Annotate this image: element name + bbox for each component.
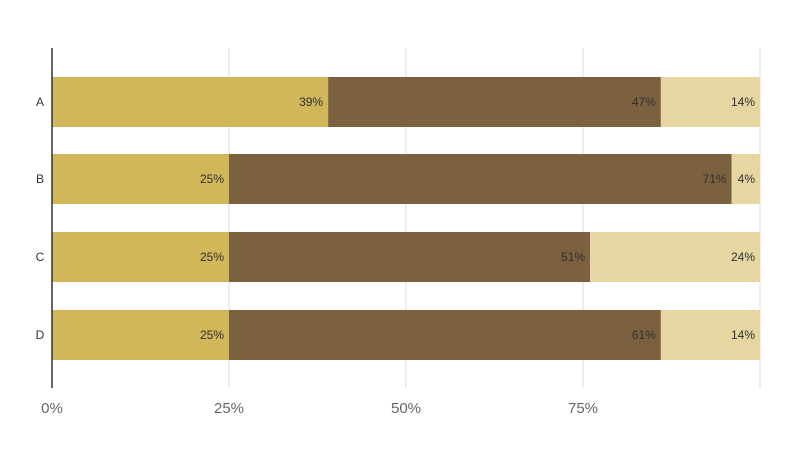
data-label-D-series-2: 61% — [632, 328, 656, 342]
bar-B-series-2 — [229, 154, 732, 204]
data-label-A-series-2: 47% — [632, 95, 656, 109]
bar-C-series-3 — [590, 232, 760, 282]
x-tick-label-1: 25% — [214, 400, 244, 417]
bar-C-series-1 — [52, 232, 229, 282]
data-label-B-series-2: 71% — [703, 172, 727, 186]
bar-B-series-3 — [731, 154, 760, 204]
data-label-B-series-3: 4% — [738, 172, 756, 186]
data-label-C-series-3: 24% — [731, 250, 755, 264]
bar-A-series-3 — [660, 77, 760, 127]
bar-A-series-1 — [52, 77, 329, 127]
bar-B-series-1 — [52, 154, 229, 204]
data-label-C-series-1: 25% — [200, 250, 224, 264]
category-label-A: A — [36, 95, 44, 109]
bar-C-series-2 — [229, 232, 591, 282]
bar-D-series-1 — [52, 310, 229, 360]
bar-D-series-3 — [660, 310, 760, 360]
category-label-B: B — [36, 172, 44, 186]
x-tick-label-0: 0% — [41, 400, 63, 417]
data-label-C-series-2: 51% — [561, 250, 585, 264]
category-label-D: D — [36, 328, 45, 342]
data-label-D-series-1: 25% — [200, 328, 224, 342]
category-label-C: C — [36, 250, 45, 264]
data-label-A-series-3: 14% — [731, 95, 755, 109]
bar-A-series-2 — [328, 77, 661, 127]
data-label-D-series-3: 14% — [731, 328, 755, 342]
data-label-B-series-1: 25% — [200, 172, 224, 186]
x-tick-label-3: 75% — [568, 400, 598, 417]
data-label-A-series-1: 39% — [299, 95, 323, 109]
bar-D-series-2 — [229, 310, 661, 360]
x-tick-label-2: 50% — [391, 400, 421, 417]
